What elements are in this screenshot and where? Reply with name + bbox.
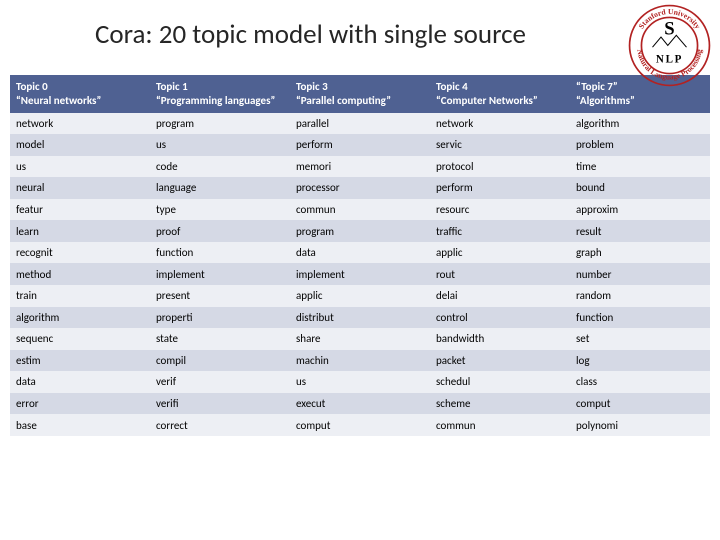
table-cell: problem xyxy=(570,134,710,156)
table-cell: network xyxy=(430,113,570,135)
table-cell: perform xyxy=(430,177,570,199)
table-cell: data xyxy=(10,371,150,393)
table-cell: random xyxy=(570,285,710,307)
table-cell: proof xyxy=(150,220,290,242)
table-cell: bandwidth xyxy=(430,328,570,350)
table-cell: us xyxy=(10,156,150,178)
table-row: recognitfunctiondataapplicgraph xyxy=(10,242,710,264)
table-cell: traffic xyxy=(430,220,570,242)
table-cell: verif xyxy=(150,371,290,393)
table-cell: neural xyxy=(10,177,150,199)
table-cell: network xyxy=(10,113,150,135)
table-cell: present xyxy=(150,285,290,307)
table-row: dataverifusschedulclass xyxy=(10,371,710,393)
table-cell: algorithm xyxy=(570,113,710,135)
column-header-2: Topic 3“Parallel computing” xyxy=(290,75,430,113)
table-cell: learn xyxy=(10,220,150,242)
table-cell: train xyxy=(10,285,150,307)
table-cell: delai xyxy=(430,285,570,307)
table-row: errorverifiexecutschemecomput xyxy=(10,393,710,415)
table-cell: type xyxy=(150,199,290,221)
table-cell: correct xyxy=(150,414,290,436)
column-header-3: Topic 4“Computer Networks” xyxy=(430,75,570,113)
table-cell: result xyxy=(570,220,710,242)
stanford-nlp-logo: Stanford University Natural Language Pro… xyxy=(627,3,712,88)
table-cell: model xyxy=(10,134,150,156)
table-cell: sequenc xyxy=(10,328,150,350)
table-cell: comput xyxy=(570,393,710,415)
table-row: sequencstatesharebandwidthset xyxy=(10,328,710,350)
table-row: methodimplementimplementroutnumber xyxy=(10,263,710,285)
table-row: uscodememoriprotocoltime xyxy=(10,156,710,178)
table-cell: compil xyxy=(150,350,290,372)
table-row: estimcompilmachinpacketlog xyxy=(10,350,710,372)
table-row: algorithmpropertidistributcontrolfunctio… xyxy=(10,307,710,329)
table-cell: data xyxy=(290,242,430,264)
table-cell: packet xyxy=(430,350,570,372)
table-cell: number xyxy=(570,263,710,285)
table-cell: recognit xyxy=(10,242,150,264)
table-cell: servic xyxy=(430,134,570,156)
table-cell: distribut xyxy=(290,307,430,329)
table-cell: verifi xyxy=(150,393,290,415)
table-cell: program xyxy=(290,220,430,242)
table-cell: applic xyxy=(430,242,570,264)
table-cell: function xyxy=(150,242,290,264)
table-cell: control xyxy=(430,307,570,329)
table-cell: language xyxy=(150,177,290,199)
logo-nlp: NLP xyxy=(656,53,683,65)
table-cell: time xyxy=(570,156,710,178)
table-row: basecorrectcomputcommunpolynomi xyxy=(10,414,710,436)
table-row: trainpresentapplicdelairandom xyxy=(10,285,710,307)
table-cell: execut xyxy=(290,393,430,415)
table-cell: share xyxy=(290,328,430,350)
table-cell: estim xyxy=(10,350,150,372)
table-cell: approxim xyxy=(570,199,710,221)
table-cell: us xyxy=(290,371,430,393)
table-cell: error xyxy=(10,393,150,415)
table-cell: code xyxy=(150,156,290,178)
table-cell: implement xyxy=(150,263,290,285)
table-cell: graph xyxy=(570,242,710,264)
table-cell: algorithm xyxy=(10,307,150,329)
table-row: neurallanguageprocessorperformbound xyxy=(10,177,710,199)
table-cell: class xyxy=(570,371,710,393)
table-cell: program xyxy=(150,113,290,135)
table-cell: protocol xyxy=(430,156,570,178)
table-cell: perform xyxy=(290,134,430,156)
topics-table: Topic 0“Neural networks”Topic 1“Programm… xyxy=(10,75,710,436)
table-cell: us xyxy=(150,134,290,156)
page-title: Cora: 20 topic model with single source xyxy=(0,0,720,57)
table-cell: properti xyxy=(150,307,290,329)
table-cell: resourc xyxy=(430,199,570,221)
table-cell: commun xyxy=(430,414,570,436)
logo-s: S xyxy=(664,18,674,39)
table-cell: base xyxy=(10,414,150,436)
table-cell: log xyxy=(570,350,710,372)
table-cell: bound xyxy=(570,177,710,199)
table-cell: parallel xyxy=(290,113,430,135)
table-cell: processor xyxy=(290,177,430,199)
table-cell: schedul xyxy=(430,371,570,393)
table-cell: method xyxy=(10,263,150,285)
table-cell: function xyxy=(570,307,710,329)
table-cell: implement xyxy=(290,263,430,285)
table-cell: applic xyxy=(290,285,430,307)
table-cell: machin xyxy=(290,350,430,372)
table-cell: rout xyxy=(430,263,570,285)
table-cell: featur xyxy=(10,199,150,221)
table-row: featurtypecommunresourcapproxim xyxy=(10,199,710,221)
column-header-1: Topic 1“Programming languages” xyxy=(150,75,290,113)
table-cell: commun xyxy=(290,199,430,221)
column-header-0: Topic 0“Neural networks” xyxy=(10,75,150,113)
table-cell: comput xyxy=(290,414,430,436)
table-cell: scheme xyxy=(430,393,570,415)
table-cell: polynomi xyxy=(570,414,710,436)
table-cell: set xyxy=(570,328,710,350)
table-row: learnproofprogramtrafficresult xyxy=(10,220,710,242)
table-row: networkprogramparallelnetworkalgorithm xyxy=(10,113,710,135)
table-cell: state xyxy=(150,328,290,350)
table-cell: memori xyxy=(290,156,430,178)
table-row: modelusperformservicproblem xyxy=(10,134,710,156)
